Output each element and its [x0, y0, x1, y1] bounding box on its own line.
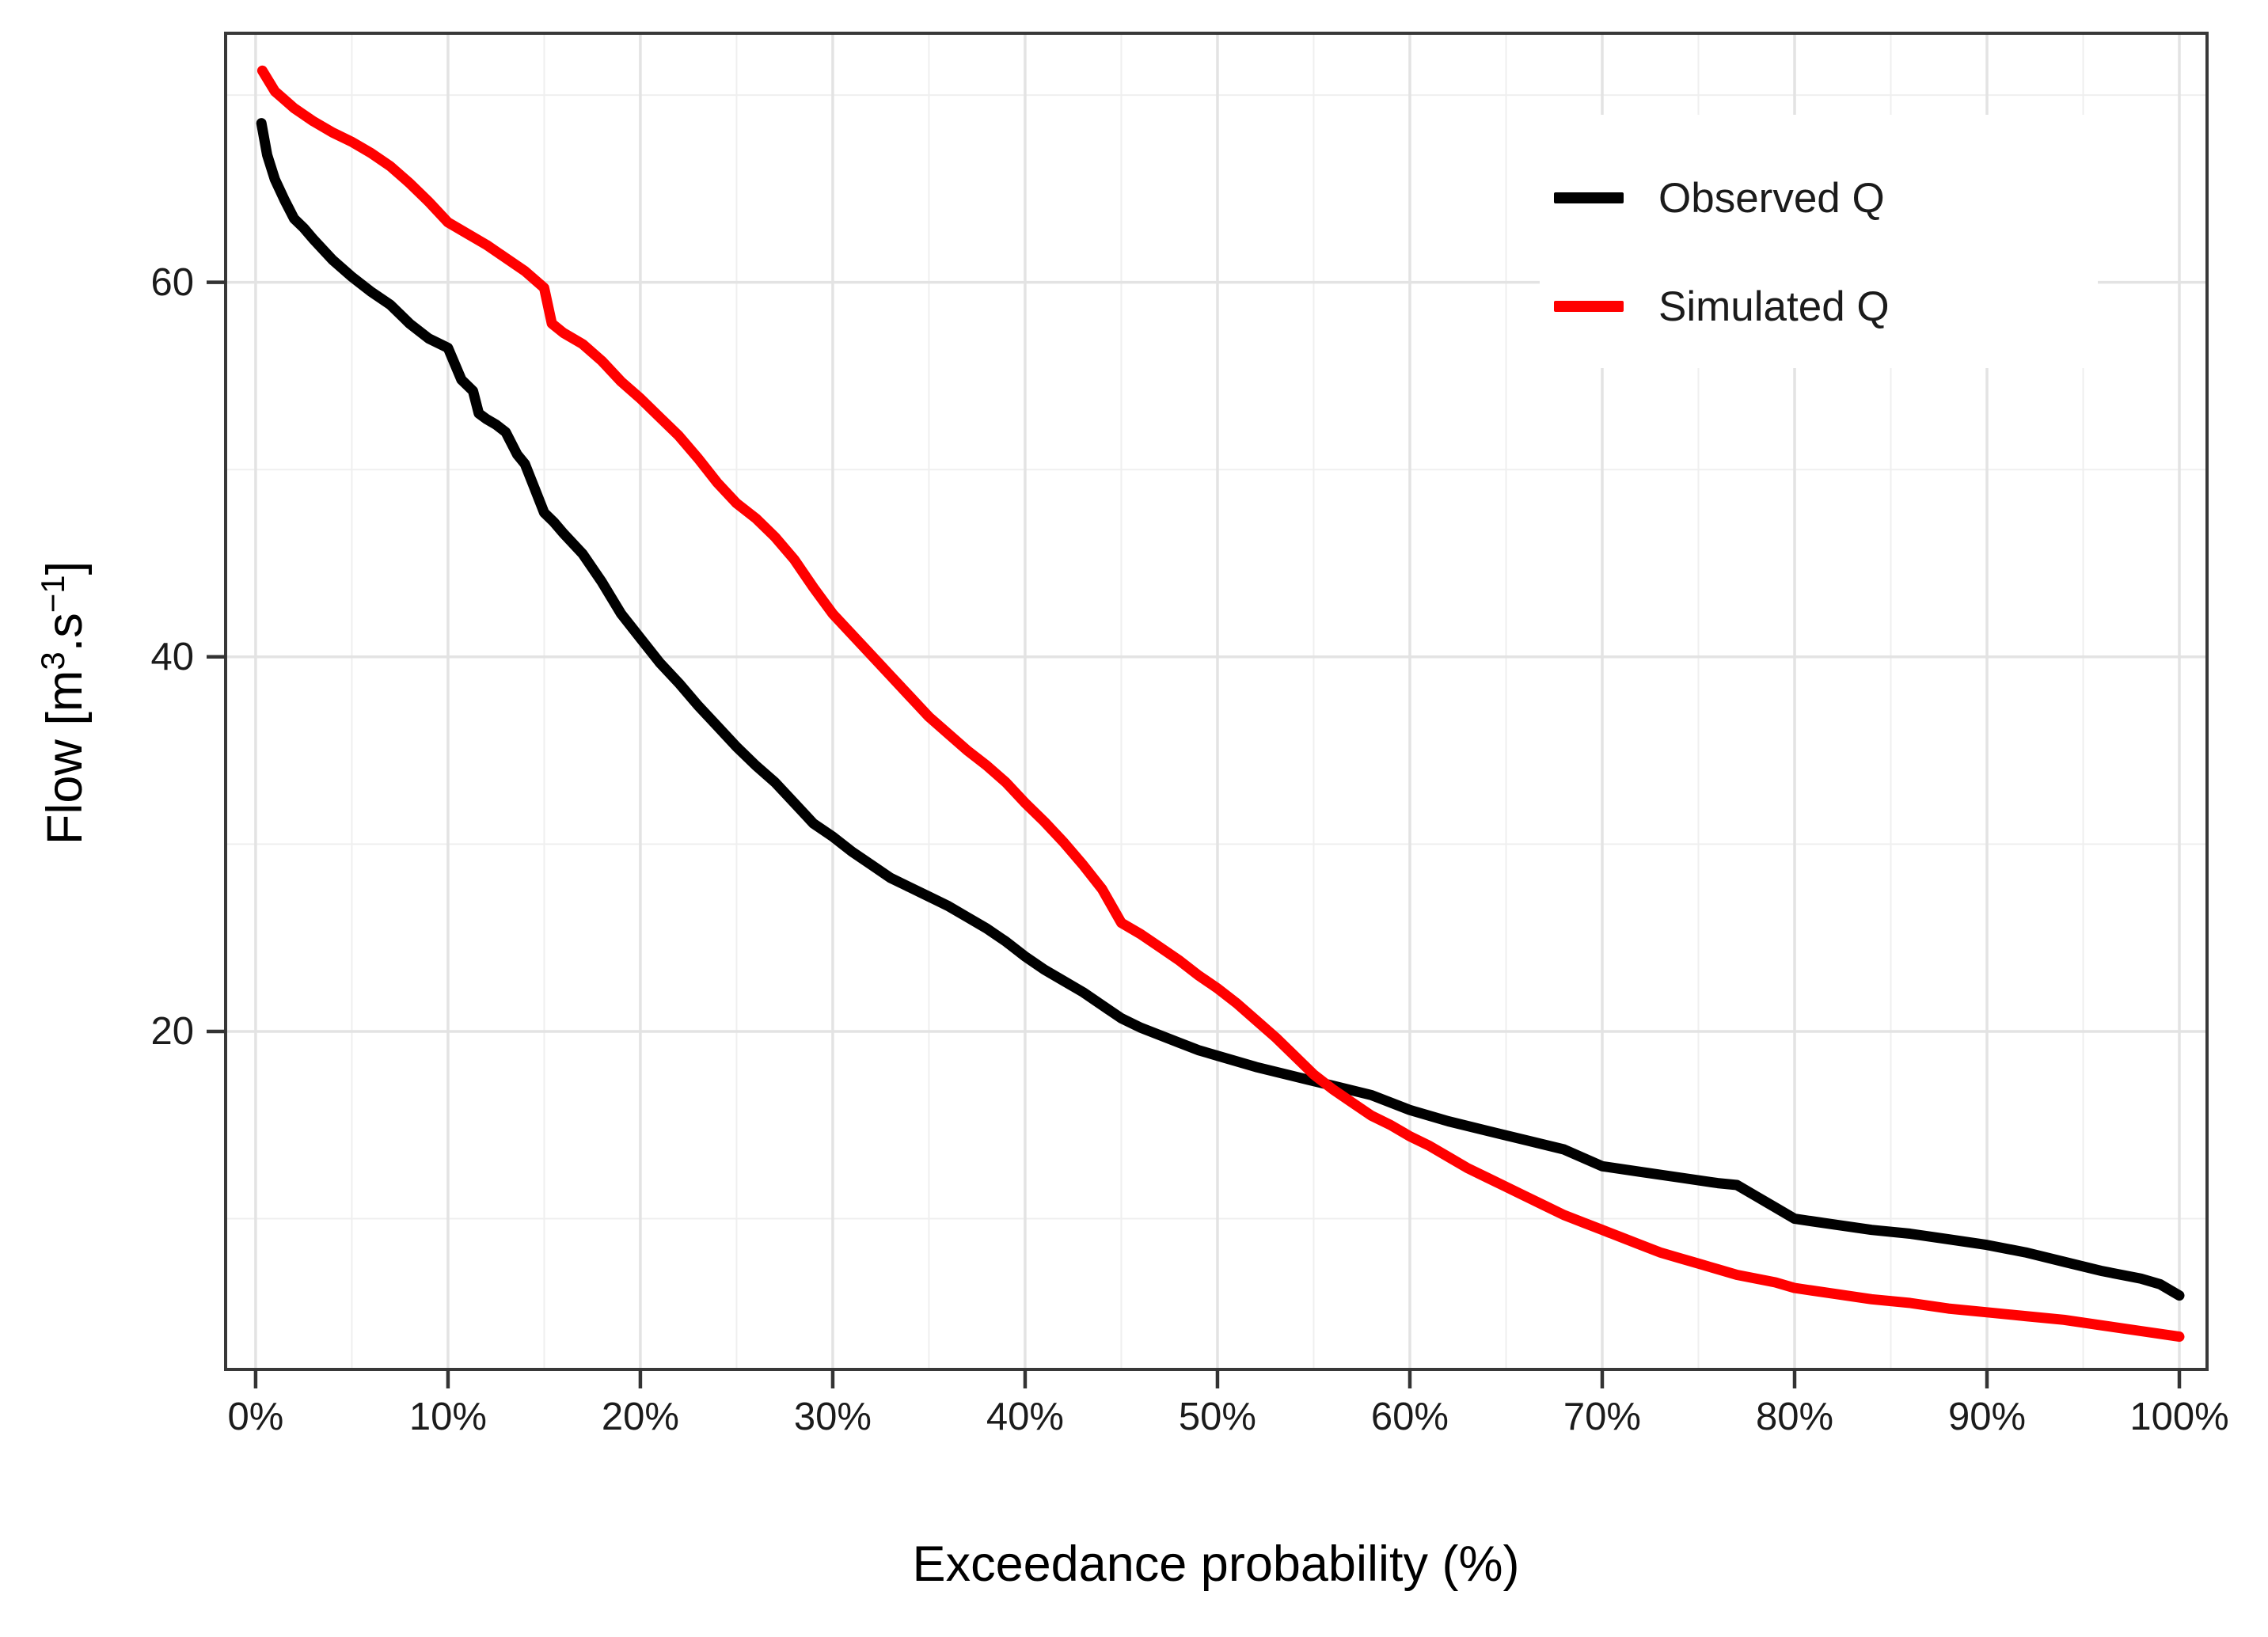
x-tick-label-90%: 90%	[1947, 1396, 2027, 1438]
legend: Observed Q Simulated Q	[1540, 115, 2098, 368]
y-axis-title-post: ]	[37, 560, 93, 575]
simulated-q-line	[256, 65, 2185, 1343]
x-axis-title: Exceedance probability (%)	[912, 1536, 1520, 1592]
simulated-line-key-icon	[1554, 301, 1624, 312]
y-tick-label-60: 60	[150, 260, 194, 304]
x-tick-label-50%: 50%	[1178, 1396, 1256, 1438]
x-tick-label-60%: 60%	[1370, 1396, 1449, 1438]
y-axis-title-pre: Flow [m	[37, 670, 93, 845]
y-axis-title-mid: .s	[37, 613, 93, 652]
x-tick-label-20%: 20%	[601, 1396, 679, 1438]
y-tick-label-20: 20	[150, 1009, 194, 1053]
x-tick-label-0%: 0%	[227, 1396, 284, 1438]
legend-label-simulated: Simulated Q	[1658, 283, 1890, 330]
x-tick-label-70%: 70%	[1563, 1396, 1641, 1438]
legend-label-observed: Observed Q	[1658, 174, 1885, 222]
y-tick-label-40: 40	[150, 635, 194, 678]
y-axis-title-sup-minus1: −1	[34, 575, 71, 613]
legend-entry-simulated: Simulated Q	[1540, 267, 2098, 346]
x-tick-label-80%: 80%	[1755, 1396, 1834, 1438]
observed-q-line	[256, 118, 2185, 1301]
observed-line-key-icon	[1554, 192, 1624, 203]
x-tick-label-40%: 40%	[986, 1396, 1064, 1438]
x-tick-label-100%: 100%	[2129, 1396, 2229, 1438]
y-axis-title-sup-3: 3	[34, 651, 71, 670]
x-tick-label-10%: 10%	[408, 1396, 487, 1438]
y-axis-title: Flow [m3.s−1]	[32, 378, 98, 1027]
legend-entry-observed: Observed Q	[1540, 158, 2098, 237]
x-tick-label-30%: 30%	[793, 1396, 872, 1438]
